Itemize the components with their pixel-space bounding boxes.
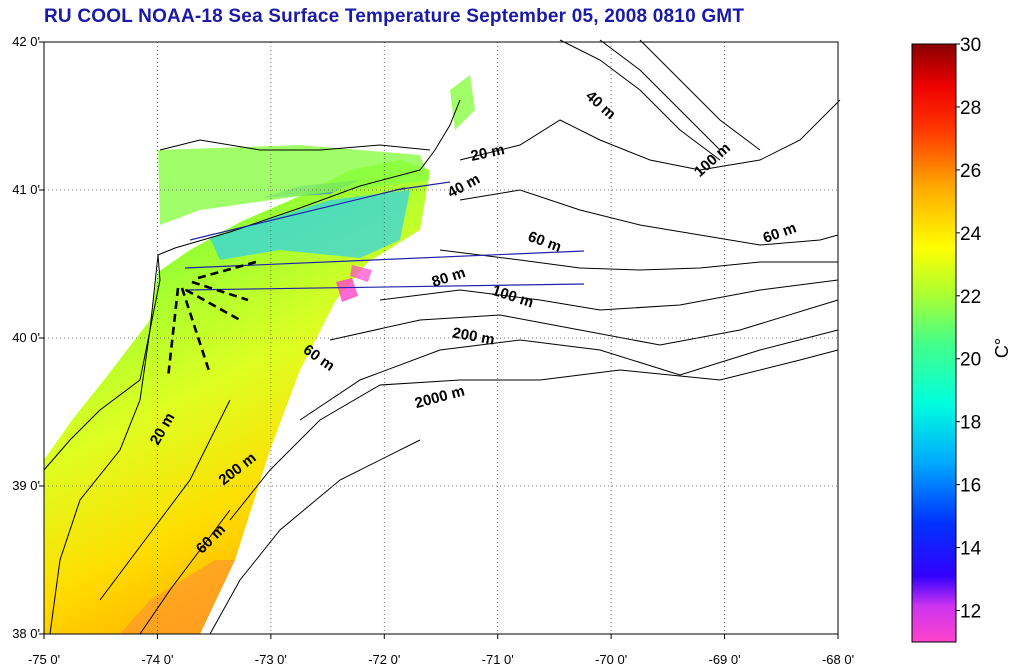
colorbar-tick-label: 28 [960,98,981,119]
colorbar-ticks: 30 28 26 24 22 20 18 16 14 12 [956,35,982,623]
lon-tick-label: -74 0' [141,652,173,667]
lon-tick-label: -72 0' [368,652,400,667]
lat-tick-label: 38 0' [12,626,40,641]
map-title: RU COOL NOAA-18 Sea Surface Temperature … [44,6,745,27]
contour-label: 100 m [691,139,734,180]
lat-lon-grid [44,42,838,634]
colorbar-tick-label: 14 [960,539,982,560]
lat-tick-label: 39 0' [12,478,40,493]
lat-tick-label: 42 0' [12,34,40,49]
contour-label: 200 m [451,324,496,348]
contour-label: 60 m [300,341,338,375]
contour-label: 60 m [526,228,564,256]
colorbar-tick-label: 26 [960,161,981,182]
lon-tick-label: -70 0' [595,652,627,667]
contour-label: 40 m [582,87,619,123]
lon-tick-label: -71 0' [482,652,514,667]
coastline-bathymetry [43,39,841,635]
contour-label: 80 m [430,264,468,291]
contour-label: 20 m [469,141,506,165]
sst-swath [44,75,475,634]
colorbar-gradient [911,43,957,643]
glider-tracks [166,260,257,379]
contour-label: 2000 m [413,382,467,412]
lon-tick-label: -69 0' [709,652,741,667]
lon-tick-label: -75 0' [28,652,60,667]
contour-label: 60 m [761,219,799,247]
colorbar: 30 28 26 24 22 20 18 16 14 12 C° [911,35,1012,643]
colorbar-unit-label: C° [992,338,1012,358]
lon-tick-label: -68 0' [822,652,854,667]
colorbar-tick-label: 18 [960,413,981,434]
colorbar-tick-label: 22 [960,287,981,308]
lat-tick-label: 40 0' [12,330,40,345]
colorbar-tick-label: 30 [960,35,981,56]
colorbar-tick-label: 24 [960,224,982,245]
lat-tick-label: 41 0' [12,182,40,197]
axis-ticks: -75 0' -74 0' -73 0' -72 0' -71 0' -70 0' -69 … [12,34,854,667]
contour-label: 100 m [490,282,536,311]
colorbar-tick-label: 16 [960,476,981,497]
colorbar-tick-label: 12 [960,602,981,623]
colorbar-tick-label: 20 [960,350,981,371]
lon-tick-label: -73 0' [255,652,287,667]
